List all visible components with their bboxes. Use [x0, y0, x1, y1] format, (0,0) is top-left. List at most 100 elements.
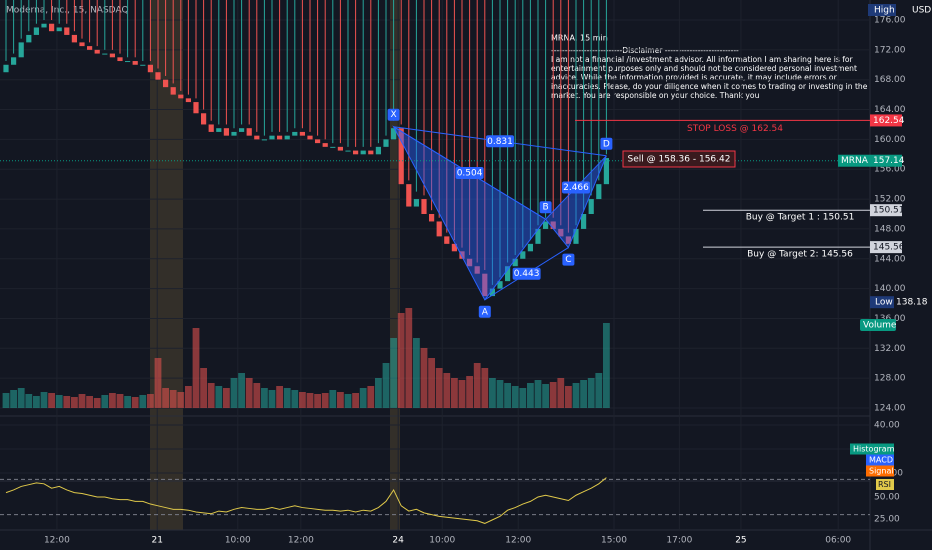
volume-bar — [276, 386, 283, 408]
volume-bar — [511, 386, 519, 408]
volume-bar — [534, 380, 542, 408]
candle-body — [573, 228, 579, 244]
volume-bar — [169, 390, 177, 408]
volume-bar — [245, 378, 253, 408]
y-tick-label: 148.00 — [874, 224, 906, 234]
candle-body — [406, 184, 412, 207]
candle-body — [368, 150, 374, 155]
x-tick-label: 24 — [392, 536, 404, 546]
macd-tag — [866, 454, 894, 466]
candle-body — [87, 46, 93, 50]
volume-bar — [116, 394, 124, 408]
candle-body — [413, 199, 419, 207]
volume-bar — [428, 358, 435, 408]
candle-body — [467, 258, 473, 267]
candle-body — [543, 221, 549, 229]
candle-body — [132, 61, 138, 65]
volume-bar — [86, 396, 93, 408]
volume-bar — [268, 390, 276, 408]
macd-tag — [866, 465, 894, 477]
ratio-tag — [455, 166, 484, 179]
candle-body — [117, 57, 123, 62]
pattern-point-tag — [562, 253, 575, 266]
volume-bar — [207, 383, 215, 408]
volume-bar — [261, 388, 268, 408]
volume-bar — [177, 392, 185, 408]
rsi-tick-label: 50.00 — [874, 493, 900, 503]
volume-bar — [458, 380, 466, 408]
low-label: Low — [875, 298, 893, 308]
candle-body — [337, 146, 343, 151]
volume-bar — [337, 392, 344, 408]
ratio-label: 0.504 — [457, 168, 483, 178]
volume-bar — [321, 393, 329, 408]
volume-bar — [200, 368, 207, 408]
pattern-point-label: C — [565, 255, 571, 265]
candle-body — [102, 53, 108, 55]
volume-bar — [527, 383, 534, 408]
y-tick-label: 132.00 — [874, 344, 906, 354]
last-price-tag — [870, 154, 902, 167]
candle-body — [147, 64, 153, 73]
stop-loss-tag — [870, 114, 902, 127]
volume-bar — [230, 378, 238, 408]
x-tick-label: 17:00 — [666, 536, 692, 546]
ratio-tag — [562, 181, 590, 194]
candle-body — [558, 228, 564, 237]
candle-body — [125, 61, 131, 63]
candle-body — [26, 34, 32, 43]
volume-bar — [139, 395, 147, 408]
volume-tag — [860, 319, 896, 331]
low-label-tag — [870, 296, 894, 309]
candle-body — [512, 258, 518, 267]
disclaimer-line: entertainment purposes only and should n… — [551, 64, 857, 73]
candle-body — [193, 102, 199, 114]
y-tick-label: 160.00 — [874, 135, 906, 145]
candle-body — [18, 42, 24, 58]
high-label: High — [874, 6, 895, 16]
candle-body — [140, 64, 146, 66]
volume-bar — [131, 397, 139, 408]
y-tick-label: 172.00 — [874, 45, 906, 55]
candle-body — [64, 27, 70, 35]
ratio-tag — [486, 135, 514, 148]
volume-bar — [504, 383, 511, 408]
ratio-label: 2.466 — [563, 183, 589, 193]
volume-bar — [572, 383, 580, 408]
y-tick-label: 152.00 — [874, 195, 906, 205]
volume-bar — [519, 388, 527, 408]
candle-body — [581, 214, 587, 229]
ratio-label: 0.443 — [514, 269, 540, 279]
target-label: Buy @ Target 1 : 150.51 — [746, 213, 855, 223]
y-tick-label: 168.00 — [874, 75, 906, 85]
candle-body — [550, 221, 556, 229]
candle-body — [565, 236, 571, 244]
disclaimer-line: market. You are responsible on your choi… — [551, 91, 760, 100]
x-tick-label: 12:00 — [288, 536, 314, 546]
volume-bar — [40, 392, 48, 408]
volume-bar — [192, 328, 200, 408]
candle-body — [208, 124, 214, 132]
sell-box — [622, 150, 736, 168]
volume-bar — [238, 373, 245, 408]
symbol-tag — [838, 154, 870, 167]
candle-body — [489, 288, 495, 297]
volume-bar — [352, 393, 359, 408]
volume-bar — [48, 393, 55, 408]
volume-bar — [587, 378, 595, 408]
volume-bar — [473, 363, 481, 408]
candle-body — [284, 135, 290, 140]
candle-body — [163, 79, 169, 88]
candle-body — [588, 199, 594, 214]
candle-body — [436, 221, 442, 237]
macd-label: Signal — [869, 467, 894, 476]
rsi-tick-label: 25.00 — [874, 515, 900, 525]
candle-body — [360, 150, 366, 155]
candle-body — [345, 150, 351, 152]
candle-body — [474, 266, 480, 274]
volume-bar — [496, 380, 504, 408]
volume-bar — [185, 386, 192, 408]
candle-body — [56, 27, 62, 32]
x-tick-label: 12:00 — [505, 536, 531, 546]
